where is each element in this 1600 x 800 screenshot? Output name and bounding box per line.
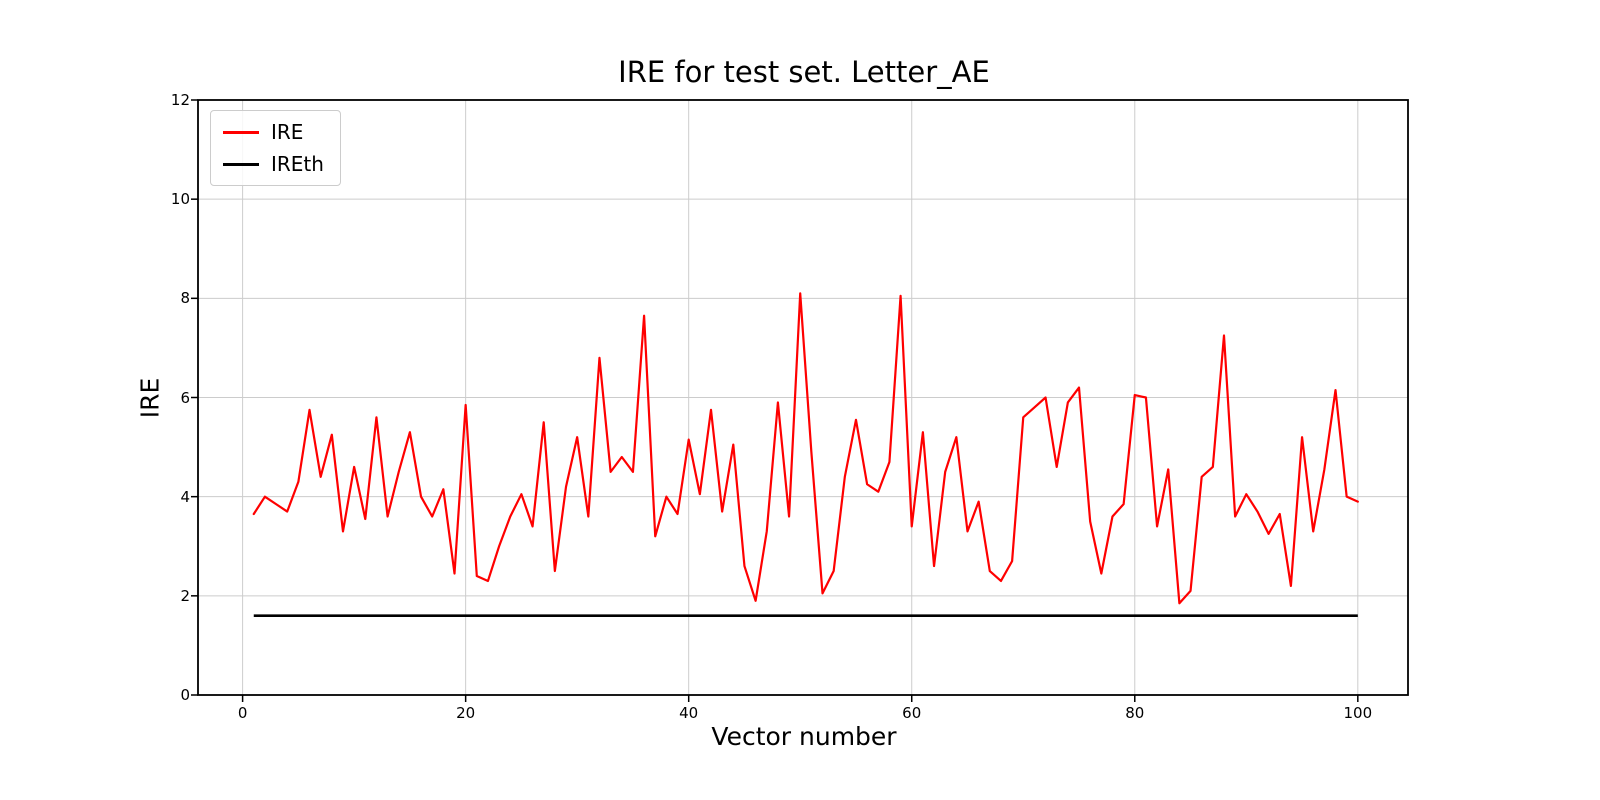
ire-line-swatch: [223, 130, 259, 134]
y-tick-label: 4: [180, 487, 190, 506]
x-tick-label: 40: [679, 704, 699, 722]
x-tick-label: 20: [456, 704, 476, 722]
y-tick-label: 8: [180, 289, 190, 308]
y-tick-label: 6: [180, 388, 190, 407]
legend-entry-ireth: IREth: [223, 153, 324, 175]
chart-title: IRE for test set. Letter_AE: [618, 55, 990, 89]
x-tick-label: 100: [1343, 704, 1373, 722]
legend-label-ire: IRE: [271, 120, 304, 144]
legend-label-ireth: IREth: [271, 152, 324, 176]
y-tick-label: 2: [180, 586, 190, 605]
series-line-IRE: [252, 292, 1359, 605]
y-tick-label: 0: [180, 686, 190, 704]
y-tick-label: 12: [170, 91, 190, 109]
ireth-line-swatch: [223, 162, 259, 166]
plot-area: [191, 99, 1409, 702]
legend: IRE IREth: [210, 110, 341, 186]
axes-spines: [197, 99, 1409, 696]
x-tick-label: 60: [902, 704, 922, 722]
legend-entry-ire: IRE: [223, 121, 324, 143]
x-tick-label: 80: [1125, 704, 1145, 722]
x-tick-label: 0: [237, 704, 248, 722]
y-axis-label: IRE: [135, 377, 165, 419]
y-tick-label: 10: [170, 190, 190, 209]
x-axis-label: Vector number: [711, 722, 897, 751]
